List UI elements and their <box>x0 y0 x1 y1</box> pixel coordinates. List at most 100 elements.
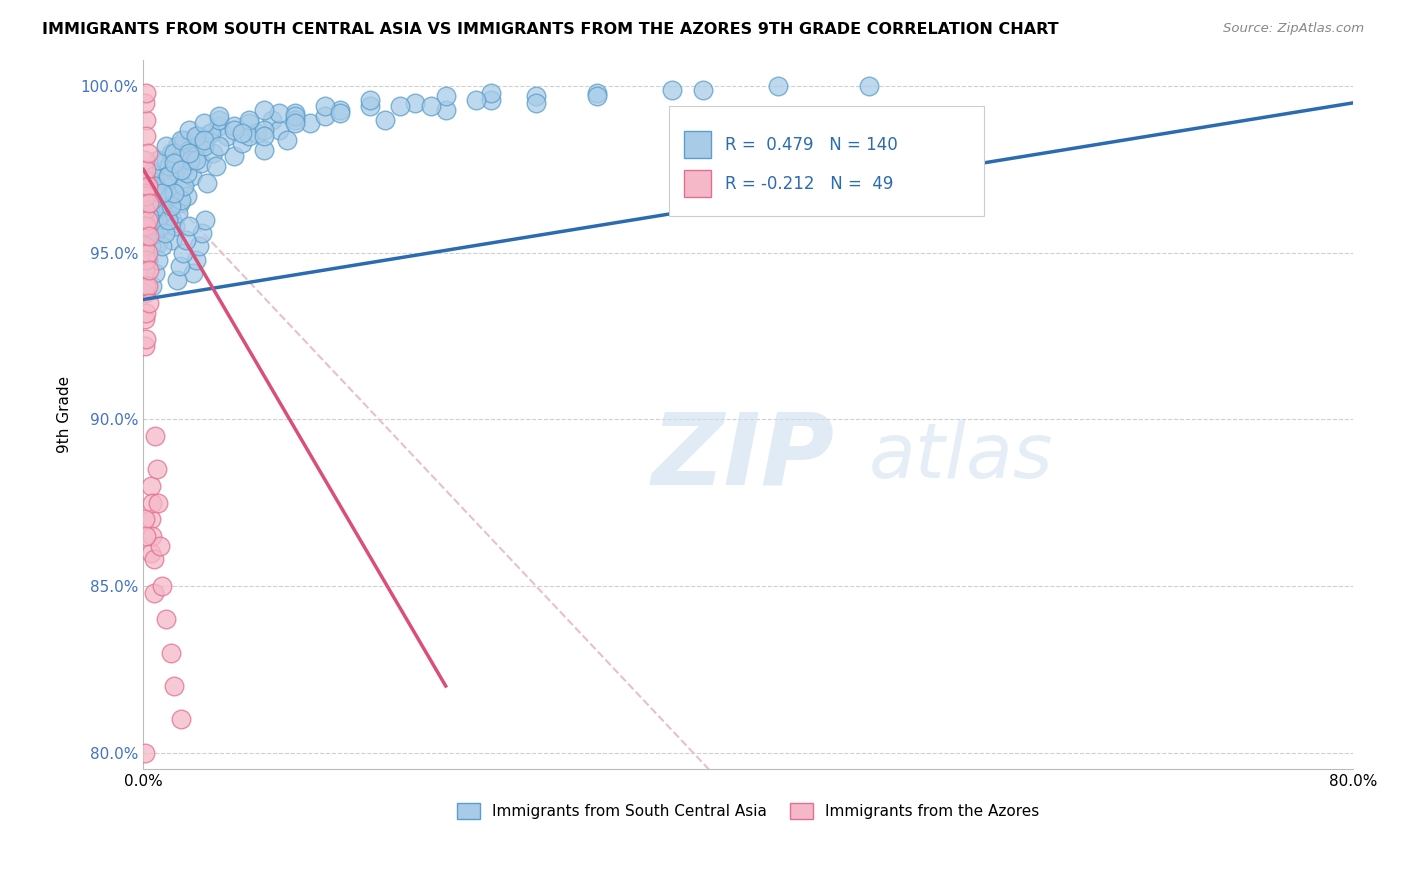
Point <box>190 156 212 170</box>
Point <box>253 143 276 157</box>
Point <box>198 126 221 140</box>
Point <box>201 145 224 160</box>
Point <box>176 166 198 180</box>
Point <box>142 552 165 566</box>
Point <box>193 136 215 150</box>
Point <box>174 159 197 173</box>
Point <box>135 202 157 217</box>
Point <box>150 186 173 200</box>
Point <box>138 262 160 277</box>
Point <box>193 139 215 153</box>
Point <box>150 162 173 177</box>
Point <box>166 139 188 153</box>
Text: atlas: atlas <box>869 420 1053 494</box>
Point <box>135 279 157 293</box>
Point <box>238 116 260 130</box>
Point <box>138 195 160 210</box>
Point <box>187 129 209 144</box>
Point <box>276 132 298 146</box>
Point <box>283 109 305 123</box>
Point <box>146 462 169 476</box>
Point <box>136 245 159 260</box>
Point <box>465 93 488 107</box>
Point <box>145 429 167 443</box>
Point <box>238 129 260 144</box>
Point <box>174 233 197 247</box>
Y-axis label: 9th Grade: 9th Grade <box>58 376 72 453</box>
Legend: Immigrants from South Central Asia, Immigrants from the Azores: Immigrants from South Central Asia, Immi… <box>451 797 1045 825</box>
Point <box>298 116 321 130</box>
Point <box>329 103 352 117</box>
Point <box>139 172 162 186</box>
Point <box>136 145 159 160</box>
Point <box>419 99 441 113</box>
Point <box>155 172 177 186</box>
Point <box>186 153 208 167</box>
Point <box>208 112 231 127</box>
Point <box>283 106 305 120</box>
Point <box>135 86 157 100</box>
Point <box>170 712 193 726</box>
Point <box>136 279 159 293</box>
Point <box>162 156 184 170</box>
Point <box>586 86 609 100</box>
Point <box>141 496 163 510</box>
Point <box>135 306 157 320</box>
Point <box>434 89 457 103</box>
Point <box>177 145 200 160</box>
Point <box>145 209 167 223</box>
Point <box>166 272 188 286</box>
Point <box>238 112 260 127</box>
Point <box>155 139 177 153</box>
Point <box>231 126 253 140</box>
Point <box>156 202 179 217</box>
Point <box>231 136 253 150</box>
Point <box>526 95 548 110</box>
Point <box>139 479 162 493</box>
Point <box>170 193 193 207</box>
Point <box>526 89 548 103</box>
Point <box>160 233 183 247</box>
Point <box>157 172 180 186</box>
Point <box>156 169 179 184</box>
Point <box>150 239 173 253</box>
Point <box>135 112 157 127</box>
Point <box>184 149 207 163</box>
Point <box>269 106 291 120</box>
Point <box>586 89 609 103</box>
Point <box>159 199 181 213</box>
Point <box>215 129 238 144</box>
Point <box>134 239 156 253</box>
Point <box>162 679 184 693</box>
Point <box>157 159 180 173</box>
Point <box>145 179 167 194</box>
Point <box>269 122 291 136</box>
Point <box>222 120 245 134</box>
Point <box>135 252 157 267</box>
Point <box>314 109 336 123</box>
Point <box>179 153 201 167</box>
Point <box>193 116 215 130</box>
Point <box>159 646 181 660</box>
Point <box>172 245 194 260</box>
Point <box>145 266 167 280</box>
Point <box>135 333 157 347</box>
Point <box>134 153 156 167</box>
Point <box>146 212 169 227</box>
Point <box>135 529 157 543</box>
Point <box>253 122 276 136</box>
Point <box>692 82 714 96</box>
Point <box>134 202 156 217</box>
Point <box>162 186 184 200</box>
Point <box>661 82 683 96</box>
Point <box>479 93 502 107</box>
Point <box>177 143 200 157</box>
Point <box>146 179 169 194</box>
Point <box>181 266 204 280</box>
Point <box>176 189 198 203</box>
Point <box>359 99 381 113</box>
Point <box>148 252 170 267</box>
Point <box>153 226 176 240</box>
Point <box>253 129 276 144</box>
Point <box>136 212 159 227</box>
